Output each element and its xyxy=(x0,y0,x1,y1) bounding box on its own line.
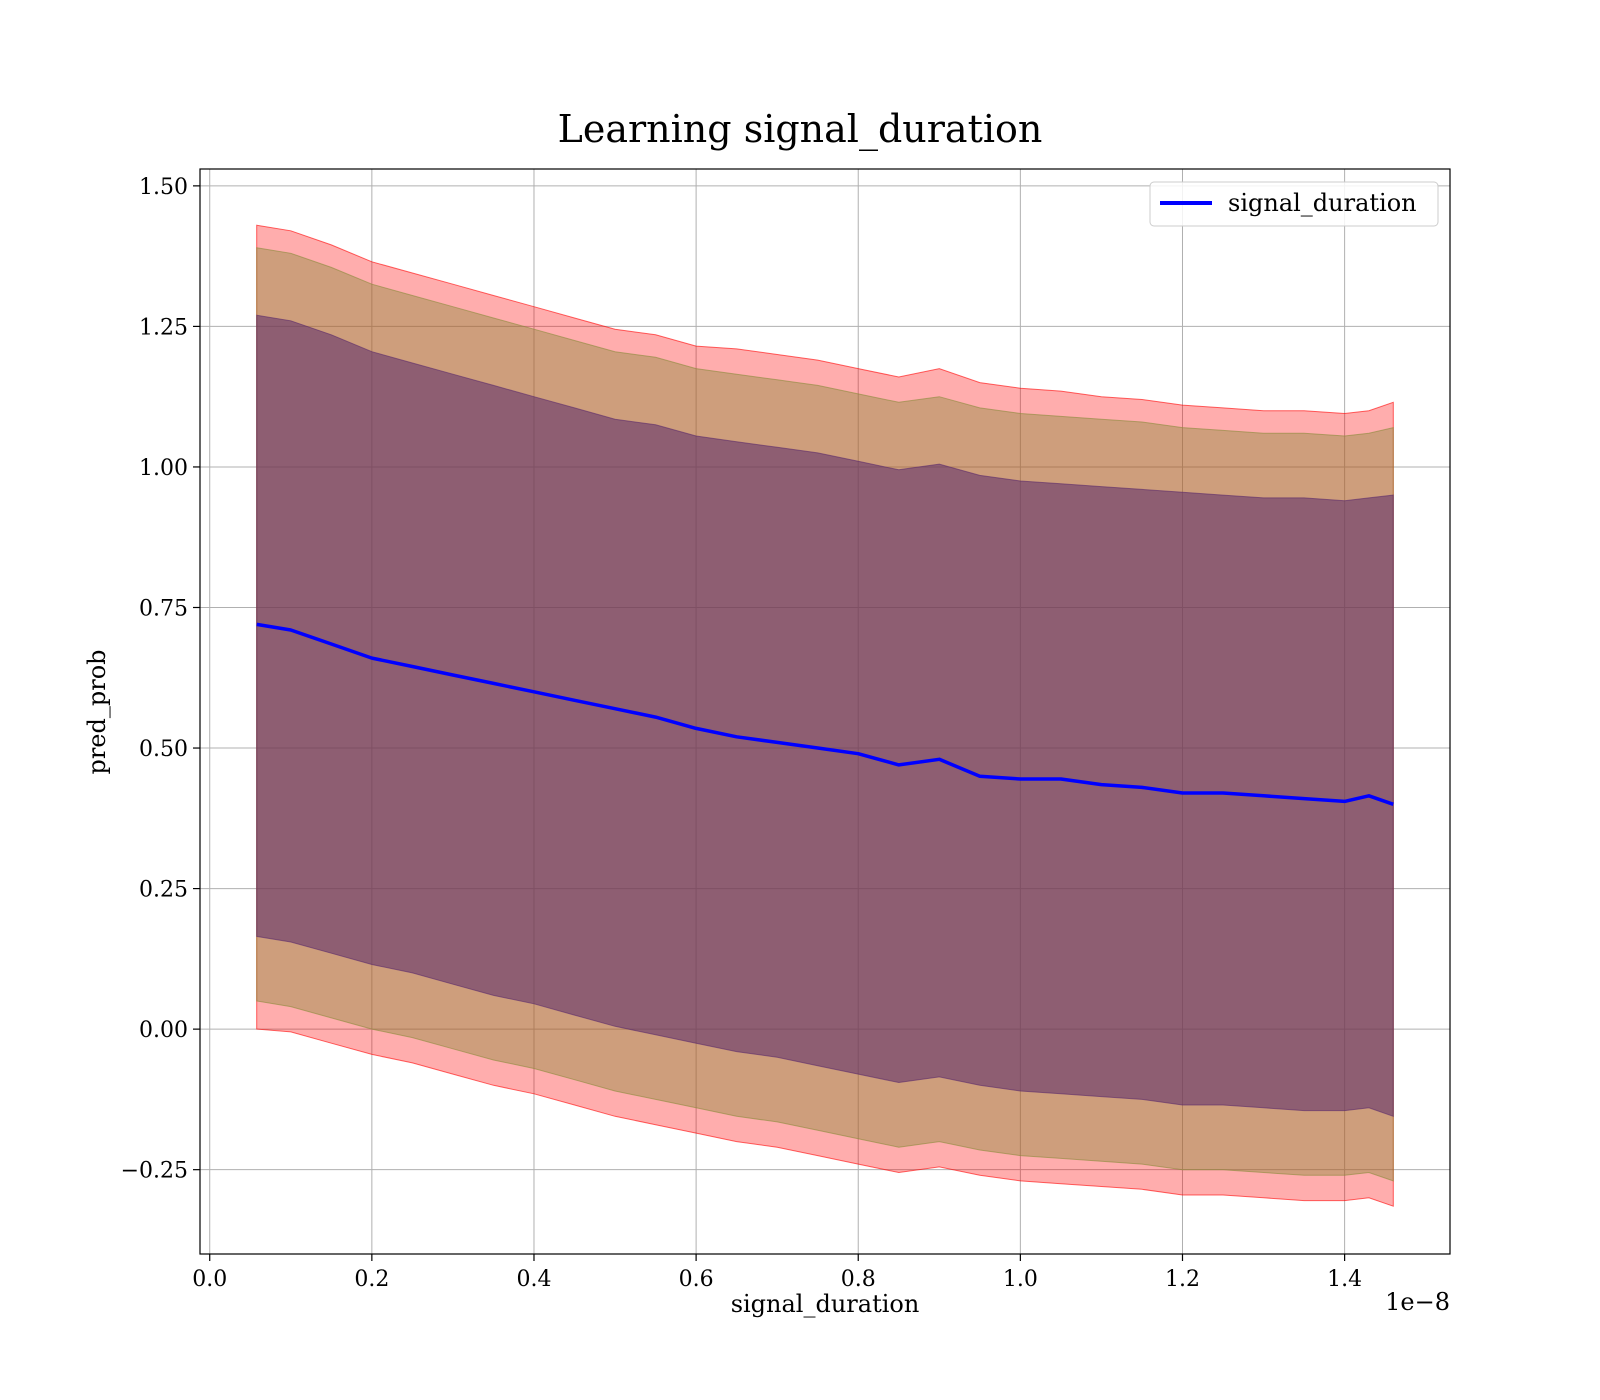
x-tick-labels: 0.0 0.2 0.4 0.6 0.8 1.0 1.2 1.4 xyxy=(192,1254,1362,1292)
y-tick-label: 0.00 xyxy=(139,1018,188,1043)
y-tick-label: 1.50 xyxy=(139,175,188,200)
x-tick-label: 0.0 xyxy=(192,1267,227,1292)
chart-title: Learning signal_duration xyxy=(558,107,1043,152)
x-tick-label: 0.4 xyxy=(516,1267,551,1292)
x-tick-label: 1.2 xyxy=(1165,1267,1200,1292)
x-tick-label: 0.2 xyxy=(354,1267,389,1292)
x-tick-label: 1.0 xyxy=(1003,1267,1038,1292)
y-tick-labels: −0.25 0.00 0.25 0.50 0.75 1.00 1.25 1.50 xyxy=(121,175,200,1184)
x-tick-label: 1.4 xyxy=(1327,1267,1362,1292)
series-line-signal_duration xyxy=(256,622,1394,806)
legend-label: signal_duration xyxy=(1228,189,1417,217)
plot-frame xyxy=(199,168,1451,1255)
band-inner xyxy=(256,314,1394,1118)
y-axis-label: pred_prob xyxy=(83,649,111,774)
y-tick-label: 1.25 xyxy=(139,315,188,340)
x-axis-label: signal_duration xyxy=(731,1290,920,1318)
y-tick-label: 1.00 xyxy=(139,456,188,481)
y-tick-label: 0.50 xyxy=(139,737,188,762)
x-tick-label: 0.8 xyxy=(841,1267,876,1292)
x-tick-label: 0.6 xyxy=(679,1267,714,1292)
y-tick-label: 0.75 xyxy=(139,596,188,621)
band-layer xyxy=(256,224,1394,1207)
legend: signal_duration xyxy=(1149,181,1439,227)
x-offset-label: 1e−8 xyxy=(1385,1288,1450,1316)
y-tick-label: −0.25 xyxy=(121,1159,188,1184)
series-layer xyxy=(256,622,1394,806)
y-tick-label: 0.25 xyxy=(139,878,188,903)
legend-box xyxy=(1149,181,1439,227)
